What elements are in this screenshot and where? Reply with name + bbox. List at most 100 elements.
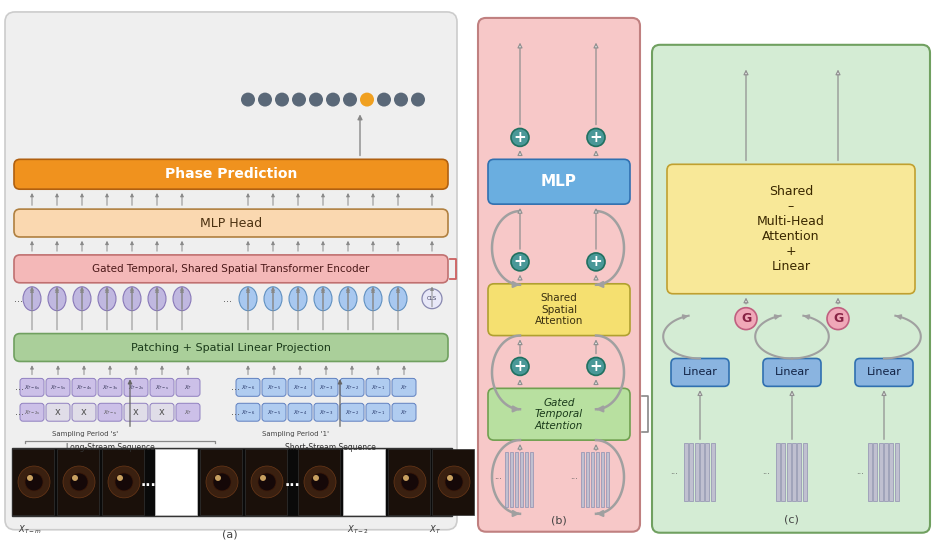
Circle shape xyxy=(258,93,272,107)
Bar xyxy=(873,443,877,501)
Text: x: x xyxy=(133,407,139,417)
Text: ...: ... xyxy=(13,294,23,304)
Bar xyxy=(596,452,598,507)
Ellipse shape xyxy=(289,287,307,311)
Circle shape xyxy=(251,466,283,498)
Circle shape xyxy=(411,93,425,107)
Text: $X_{T-4}$: $X_{T-4}$ xyxy=(293,383,308,392)
Circle shape xyxy=(394,93,408,107)
FancyBboxPatch shape xyxy=(340,403,364,421)
Circle shape xyxy=(511,358,529,376)
FancyBboxPatch shape xyxy=(652,45,930,533)
Bar xyxy=(505,452,507,507)
Bar xyxy=(803,443,807,501)
Bar xyxy=(155,449,197,515)
Text: x: x xyxy=(81,407,87,417)
FancyBboxPatch shape xyxy=(671,358,729,386)
Text: Gated Temporal, Shared Spatial Transformer Encoder: Gated Temporal, Shared Spatial Transform… xyxy=(92,264,370,274)
FancyBboxPatch shape xyxy=(176,403,200,421)
FancyBboxPatch shape xyxy=(20,403,44,421)
Circle shape xyxy=(63,466,95,498)
FancyBboxPatch shape xyxy=(763,358,821,386)
Ellipse shape xyxy=(339,287,357,311)
Text: Sampling Period 's': Sampling Period 's' xyxy=(52,431,118,437)
FancyBboxPatch shape xyxy=(14,159,448,189)
Text: $X_{T-5}$: $X_{T-5}$ xyxy=(266,408,281,417)
Text: ...: ... xyxy=(856,468,864,476)
Circle shape xyxy=(377,93,391,107)
Bar xyxy=(695,443,699,501)
Circle shape xyxy=(447,475,453,481)
Text: ...: ... xyxy=(670,468,678,476)
FancyBboxPatch shape xyxy=(314,378,338,396)
Bar xyxy=(700,443,704,501)
Text: $X_{T-5}$: $X_{T-5}$ xyxy=(266,383,281,392)
FancyBboxPatch shape xyxy=(20,378,44,396)
Text: $X_{T-6}$: $X_{T-6}$ xyxy=(241,383,255,392)
Text: +: + xyxy=(590,254,602,269)
Text: $X_{T-2}$: $X_{T-2}$ xyxy=(344,408,359,417)
Bar xyxy=(781,443,785,501)
Text: $X_{T-s}$: $X_{T-s}$ xyxy=(155,383,169,392)
Bar xyxy=(689,443,693,501)
Text: Gated
Temporal
Attention: Gated Temporal Attention xyxy=(535,398,583,431)
Circle shape xyxy=(27,475,33,481)
Text: ...: ... xyxy=(14,382,23,392)
FancyBboxPatch shape xyxy=(236,378,260,396)
FancyBboxPatch shape xyxy=(98,403,122,421)
Bar xyxy=(102,449,144,515)
Text: x: x xyxy=(159,407,165,417)
Circle shape xyxy=(292,93,306,107)
Bar xyxy=(879,443,883,501)
FancyBboxPatch shape xyxy=(314,403,338,421)
FancyBboxPatch shape xyxy=(478,18,640,532)
Circle shape xyxy=(360,93,374,107)
Bar xyxy=(868,443,872,501)
Circle shape xyxy=(445,473,463,491)
Circle shape xyxy=(115,473,133,491)
Bar xyxy=(581,452,583,507)
Circle shape xyxy=(422,289,442,309)
Text: ...: ... xyxy=(140,475,156,489)
Bar xyxy=(530,452,533,507)
Ellipse shape xyxy=(314,287,332,311)
Text: ...: ... xyxy=(494,473,502,481)
Circle shape xyxy=(394,466,426,498)
Circle shape xyxy=(326,93,340,107)
Text: $X_T$: $X_T$ xyxy=(184,383,192,392)
Text: $X_{T-1}$: $X_{T-1}$ xyxy=(371,383,386,392)
Circle shape xyxy=(735,308,757,330)
Bar xyxy=(797,443,801,501)
Bar xyxy=(787,443,791,501)
Text: Shared
Spatial
Attention: Shared Spatial Attention xyxy=(535,293,583,326)
Text: $X_{T-4}$: $X_{T-4}$ xyxy=(293,408,308,417)
Text: ...: ... xyxy=(232,382,240,392)
Text: +: + xyxy=(514,359,526,374)
Text: ...: ... xyxy=(762,468,770,476)
Circle shape xyxy=(587,358,605,376)
Bar xyxy=(591,452,594,507)
Text: x: x xyxy=(55,407,61,417)
Circle shape xyxy=(213,473,231,491)
Text: $X_{T-2}$: $X_{T-2}$ xyxy=(347,524,369,536)
Text: $X_{T-6s}$: $X_{T-6s}$ xyxy=(23,383,40,392)
FancyBboxPatch shape xyxy=(262,403,286,421)
Circle shape xyxy=(108,466,140,498)
Text: $X_{T-1}$: $X_{T-1}$ xyxy=(371,408,386,417)
Bar xyxy=(200,449,242,515)
Text: $X_{T-m}$: $X_{T-m}$ xyxy=(18,524,42,536)
Text: $X_{T-3}$: $X_{T-3}$ xyxy=(319,383,333,392)
Ellipse shape xyxy=(173,287,191,311)
Text: $X_{T-2s}$: $X_{T-2s}$ xyxy=(128,383,144,392)
Text: MLP: MLP xyxy=(541,174,577,189)
FancyBboxPatch shape xyxy=(150,403,174,421)
Text: $X_{T}$: $X_{T}$ xyxy=(429,524,441,536)
Text: CLS: CLS xyxy=(427,296,437,301)
Text: $X_{T-2s}$: $X_{T-2s}$ xyxy=(23,408,40,417)
Bar xyxy=(343,449,385,515)
Ellipse shape xyxy=(148,287,166,311)
FancyBboxPatch shape xyxy=(176,378,200,396)
Bar xyxy=(776,443,780,501)
Text: Long-Stream Sequence: Long-Stream Sequence xyxy=(66,443,155,452)
FancyBboxPatch shape xyxy=(488,159,630,204)
